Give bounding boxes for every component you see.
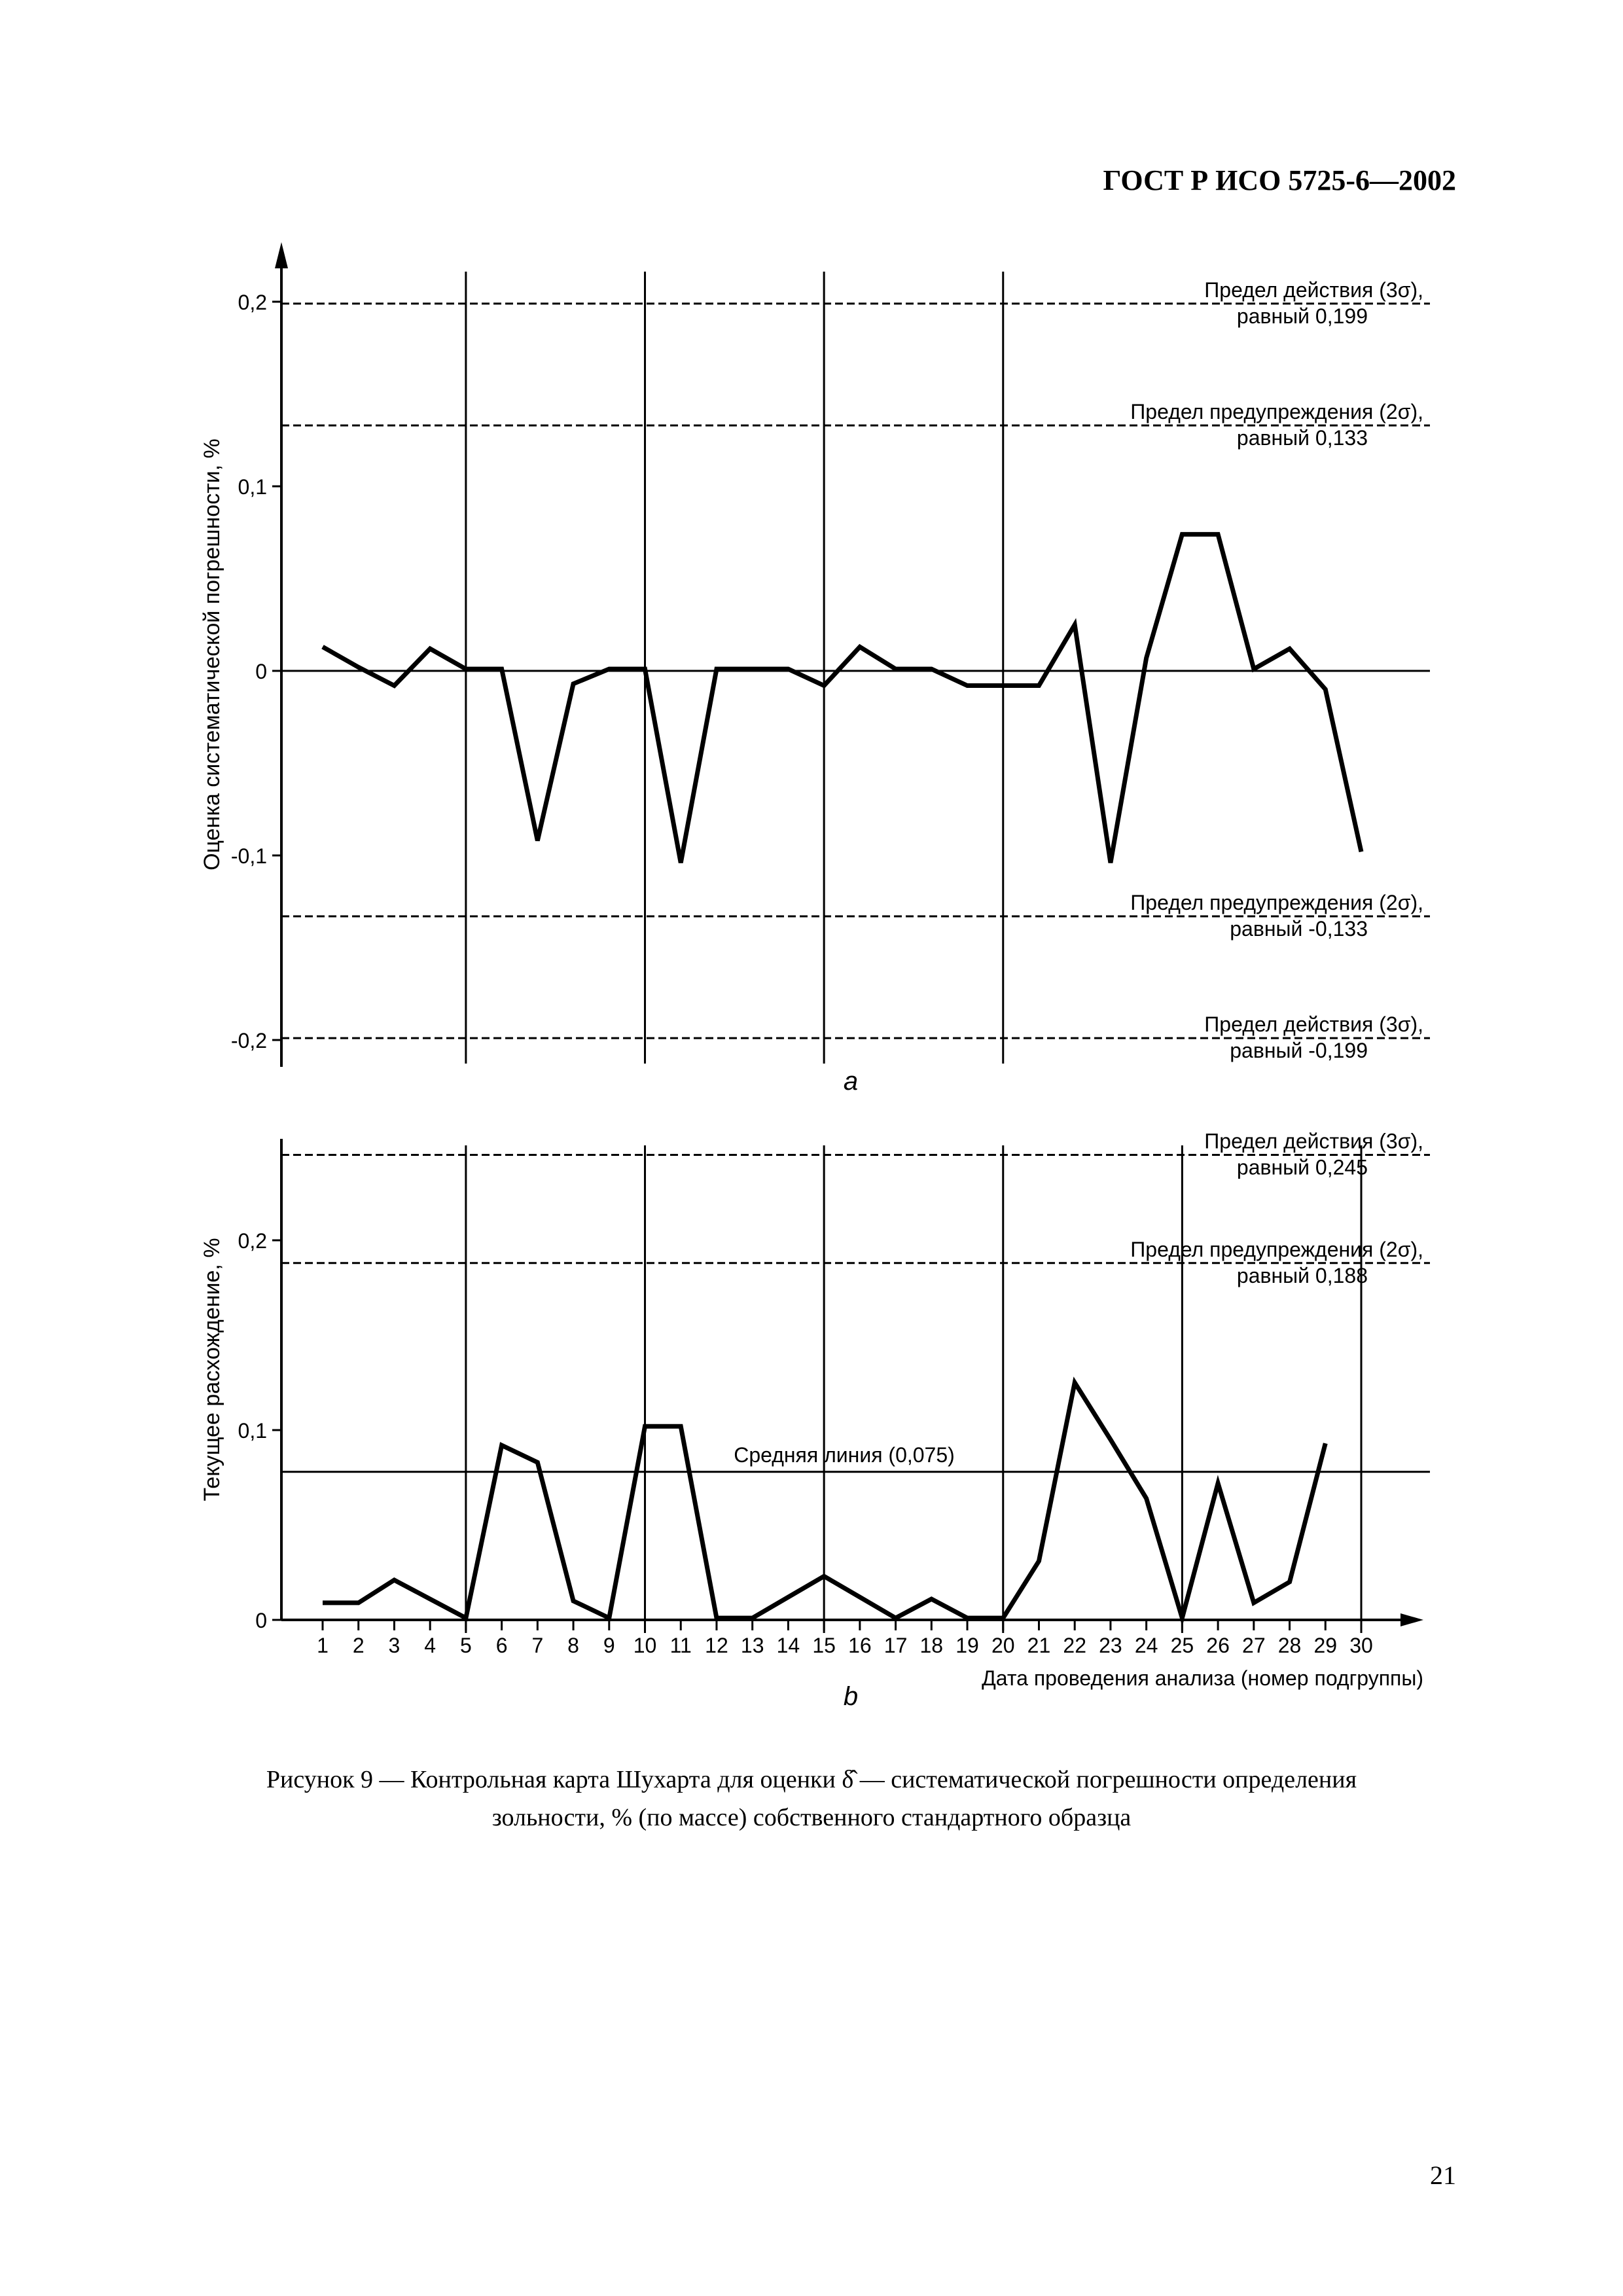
x-tick-label: 15 [812, 1634, 836, 1657]
x-tick-label: 19 [955, 1634, 979, 1657]
x-tick-label: 27 [1242, 1634, 1266, 1657]
y-axis-arrow [275, 242, 288, 268]
x-tick-label: 11 [670, 1634, 692, 1657]
x-axis-label: Дата проведения анализа (номер подгруппы… [982, 1666, 1423, 1690]
limit-label: Предел предупреждения (2σ), [1130, 891, 1423, 914]
caption-line-1: Рисунок 9 — Контрольная карта Шухарта дл… [266, 1766, 1357, 1793]
y-tick-label: 0,2 [238, 291, 267, 314]
y-tick-label: 0,1 [238, 1419, 267, 1443]
limit-label: Предел действия (3σ), [1204, 278, 1423, 302]
x-tick-label: 6 [496, 1634, 508, 1657]
x-tick-label: 23 [1099, 1634, 1122, 1657]
chart-panel-a: 0,2 0,1 0 -0,1 -0,2 Оценка систематической по… [200, 242, 1430, 1096]
x-tick-label: 16 [848, 1634, 872, 1657]
y-tick-label: 0 [255, 1609, 267, 1632]
x-tick-label: 25 [1171, 1634, 1194, 1657]
limit-label: Предел предупреждения (2σ), [1130, 400, 1423, 423]
limit-value-label: равный -0,133 [1230, 917, 1368, 941]
y-tick-label: -0,2 [231, 1029, 267, 1052]
x-tick-label: 28 [1278, 1634, 1302, 1657]
x-tick-label: 12 [705, 1634, 728, 1657]
x-axis-arrow [1400, 1613, 1423, 1626]
x-tick-label: 13 [741, 1634, 764, 1657]
limit-value-label: равный 0,199 [1237, 304, 1368, 328]
document-header: ГОСТ Р ИСО 5725-6—2002 [1103, 164, 1456, 196]
x-tick-label: 4 [424, 1634, 436, 1657]
x-tick-label: 1 [317, 1634, 329, 1657]
x-tick-label: 24 [1135, 1634, 1158, 1657]
limit-label: Предел предупреждения (2σ), [1130, 1238, 1423, 1261]
limit-value-label: равный 0,188 [1237, 1264, 1368, 1287]
chart-panel-b: 0,2 0,1 0 Текущее расхождение, % Предел дейс… [200, 1130, 1430, 1711]
x-tick-label: 5 [460, 1634, 472, 1657]
limit-label: Предел действия (3σ), [1204, 1130, 1423, 1153]
x-tick-label: 17 [884, 1634, 908, 1657]
x-tick-label: 14 [777, 1634, 800, 1657]
x-tick-label: 10 [633, 1634, 657, 1657]
page-number: 21 [1430, 2161, 1456, 2190]
y-tick-label: 0 [255, 660, 267, 683]
x-tick-label: 9 [603, 1634, 615, 1657]
y-tick-label: 0,1 [238, 475, 267, 499]
x-tick-label: 2 [353, 1634, 365, 1657]
x-tick-label: 22 [1063, 1634, 1086, 1657]
limit-value-label: равный 0,133 [1237, 426, 1368, 450]
panel-label-b: b [844, 1682, 858, 1711]
x-tick-label: 21 [1027, 1634, 1051, 1657]
y-axis-label: Оценка систематической погрешности, % [200, 439, 224, 870]
y-tick-label: -0,1 [231, 844, 267, 868]
panel-label-a: a [844, 1067, 858, 1096]
figure-caption: Рисунок 9 — Контрольная карта Шухарта дл… [164, 1761, 1459, 1837]
x-tick-label: 18 [920, 1634, 944, 1657]
mean-line-label: Средняя линия (0,075) [734, 1443, 955, 1467]
x-tick-label: 7 [531, 1634, 543, 1657]
limit-value-label: равный -0,199 [1230, 1039, 1368, 1062]
x-tick-label: 29 [1313, 1634, 1337, 1657]
caption-line-2: зольности, % (по массе) собственного ста… [491, 1804, 1132, 1831]
y-tick-label: 0,2 [238, 1229, 267, 1253]
limit-label: Предел действия (3σ), [1204, 1013, 1423, 1036]
x-tick-label: 20 [991, 1634, 1015, 1657]
x-tick-label: 30 [1349, 1634, 1373, 1657]
x-tick-label: 26 [1206, 1634, 1230, 1657]
x-tick-label: 3 [389, 1634, 401, 1657]
data-series-line [321, 531, 1364, 863]
x-tick-label: 8 [567, 1634, 579, 1657]
y-axis-label: Текущее расхождение, % [200, 1238, 224, 1501]
limit-value-label: равный 0,245 [1237, 1156, 1368, 1179]
